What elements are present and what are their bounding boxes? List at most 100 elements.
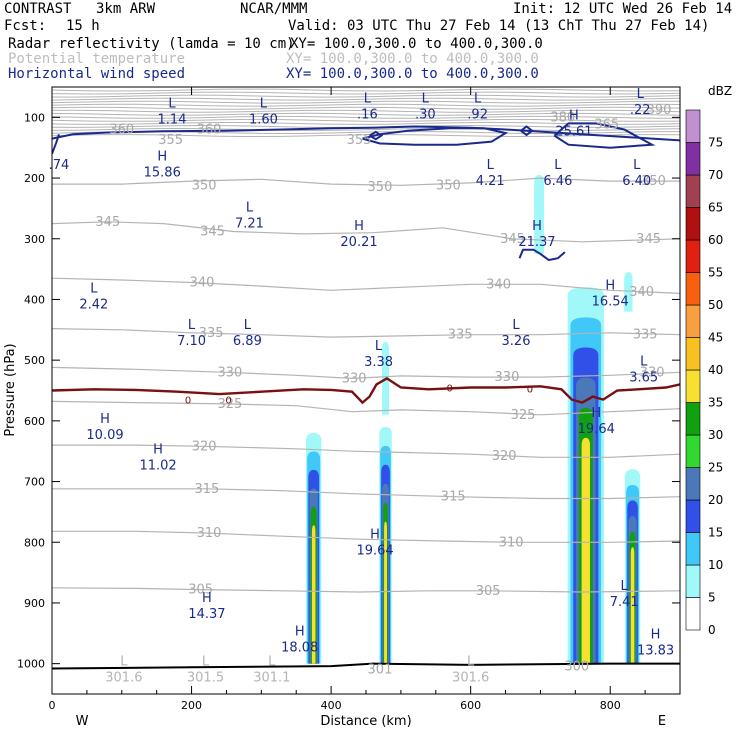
theta-label: 325 bbox=[218, 397, 243, 412]
extremum-letter: H bbox=[295, 624, 305, 639]
y-axis-label: Pressure (hPa) bbox=[3, 343, 18, 436]
theta-label: 350 bbox=[368, 180, 393, 195]
zero-label: 0 bbox=[225, 396, 231, 407]
theta-label: 320 bbox=[192, 439, 217, 454]
extremum-letter: H bbox=[153, 442, 163, 457]
theta-label: 365 bbox=[594, 118, 619, 133]
east-label: E bbox=[658, 714, 666, 729]
x-tick-label: 600 bbox=[460, 699, 481, 712]
extremum-value: .92 bbox=[467, 107, 488, 122]
theta-label: 330 bbox=[218, 365, 243, 380]
extremum-letter: L bbox=[202, 655, 210, 670]
theta-label: 360 bbox=[197, 122, 222, 137]
theta-label: 320 bbox=[492, 449, 517, 464]
stratosphere-contour bbox=[52, 103, 680, 107]
colorbar-label: 5 bbox=[708, 591, 716, 605]
reflectivity-band bbox=[534, 175, 544, 254]
extremum-value: 14.37 bbox=[188, 607, 225, 622]
colorbar-label: 30 bbox=[708, 428, 723, 442]
extremum-letter: L bbox=[90, 281, 98, 296]
theta-label: 350 bbox=[192, 178, 217, 193]
extremum-letter: L bbox=[474, 91, 482, 106]
colorbar-swatch bbox=[685, 532, 701, 566]
extremum-value: 6.40 bbox=[622, 174, 651, 189]
theta-contour-340 bbox=[52, 277, 680, 294]
theta-label: 335 bbox=[633, 328, 658, 343]
extremum-letter: L bbox=[640, 354, 648, 369]
colorbar-label: 0 bbox=[708, 623, 716, 637]
field-xy-wind: XY= 100.0,300.0 to 400.0,300.0 bbox=[286, 66, 539, 82]
extremum-value: .30 bbox=[415, 107, 436, 122]
theta-label: 310 bbox=[499, 535, 524, 550]
extremum-letter: L bbox=[188, 318, 196, 333]
x-tick-label: 800 bbox=[600, 699, 621, 712]
theta-label: 330 bbox=[640, 365, 665, 380]
reflectivity-band bbox=[581, 437, 590, 664]
y-tick-label: 700 bbox=[24, 476, 45, 489]
theta-label: 315 bbox=[194, 482, 219, 497]
theta-label: 310 bbox=[197, 526, 222, 541]
extremum-value: 4.21 bbox=[476, 174, 505, 189]
wind-contour bbox=[52, 125, 680, 142]
stratosphere-contour bbox=[52, 88, 680, 92]
extremum-value: 301.6 bbox=[105, 671, 142, 686]
theta-label: 335 bbox=[448, 328, 473, 343]
y-tick-label: 600 bbox=[24, 415, 45, 428]
stratosphere-contour bbox=[52, 134, 680, 137]
extremum-value: 6.46 bbox=[543, 174, 572, 189]
center-name: NCAR/MMM bbox=[240, 1, 308, 17]
stratosphere-contour bbox=[52, 109, 680, 113]
colorbar-label: 55 bbox=[708, 266, 723, 280]
extremum-value: 3.26 bbox=[502, 334, 531, 349]
colorbar-label: 15 bbox=[708, 526, 723, 540]
extremum-letter: L bbox=[554, 158, 562, 173]
colorbar-swatch bbox=[685, 109, 701, 143]
extremum-letter: H bbox=[370, 527, 380, 542]
reflectivity-band bbox=[624, 272, 633, 312]
extremum-letter: L bbox=[268, 655, 276, 670]
theta-label: 305 bbox=[476, 584, 501, 599]
extremum-value: 7.41 bbox=[610, 595, 639, 610]
colorbar-swatch bbox=[685, 597, 701, 631]
program-name: CONTRAST bbox=[4, 1, 72, 17]
extremum-letter: H bbox=[202, 591, 212, 606]
theta-label: 345 bbox=[636, 232, 661, 247]
terrain-line bbox=[52, 662, 680, 670]
theta-label: 340 bbox=[486, 277, 511, 292]
theta-label: 325 bbox=[511, 408, 536, 423]
colorbar: 0 5 10 15 20 25 30 35 40 45 50 55 60 65 70 75 bbox=[685, 109, 723, 637]
reflectivity-band bbox=[630, 547, 635, 664]
extremum-value: .74 bbox=[49, 158, 70, 173]
theta-label: 305 bbox=[188, 583, 213, 598]
field-name-reflectivity: Radar reflectivity (lamda = 10 cm) bbox=[8, 36, 295, 52]
colorbar-swatch bbox=[685, 207, 701, 241]
extremum-letter: H bbox=[591, 406, 601, 421]
theta-label: 355 bbox=[347, 133, 372, 148]
field-name-wind: Horizontal wind speed bbox=[8, 66, 186, 82]
y-tick-label: 200 bbox=[24, 172, 45, 185]
theta-label: 350 bbox=[641, 174, 666, 189]
stratosphere-contour bbox=[52, 97, 680, 101]
theta-contour-labels: 360 360 355 355 380 365 390 350 350 350 350 345 345 3… bbox=[95, 103, 671, 678]
field-name-theta: Potential temperature bbox=[8, 51, 186, 67]
theta-contour-335 bbox=[52, 328, 680, 338]
extremum-letter: L bbox=[633, 158, 641, 173]
colorbar-label: 60 bbox=[708, 233, 723, 247]
extremum-value: 11.02 bbox=[139, 458, 176, 473]
extremum-value: 10.09 bbox=[86, 428, 123, 443]
extremum-letter: L bbox=[246, 201, 254, 216]
theta-contour-325 bbox=[52, 400, 680, 416]
extremum-letter: L bbox=[244, 318, 252, 333]
colorbar-swatch bbox=[685, 337, 701, 371]
wind-speed-contours bbox=[52, 122, 680, 262]
zero-label: 0 bbox=[527, 385, 533, 396]
colorbar-label: 65 bbox=[708, 201, 723, 215]
west-label: W bbox=[76, 714, 89, 729]
colorbar-unit: dBZ bbox=[708, 84, 732, 98]
extremum-value: 301.5 bbox=[187, 671, 224, 686]
stratosphere-contour bbox=[52, 106, 680, 110]
stratosphere-contour bbox=[52, 112, 680, 116]
extremum-letter: L bbox=[168, 96, 176, 111]
colorbar-swatch bbox=[685, 272, 701, 306]
